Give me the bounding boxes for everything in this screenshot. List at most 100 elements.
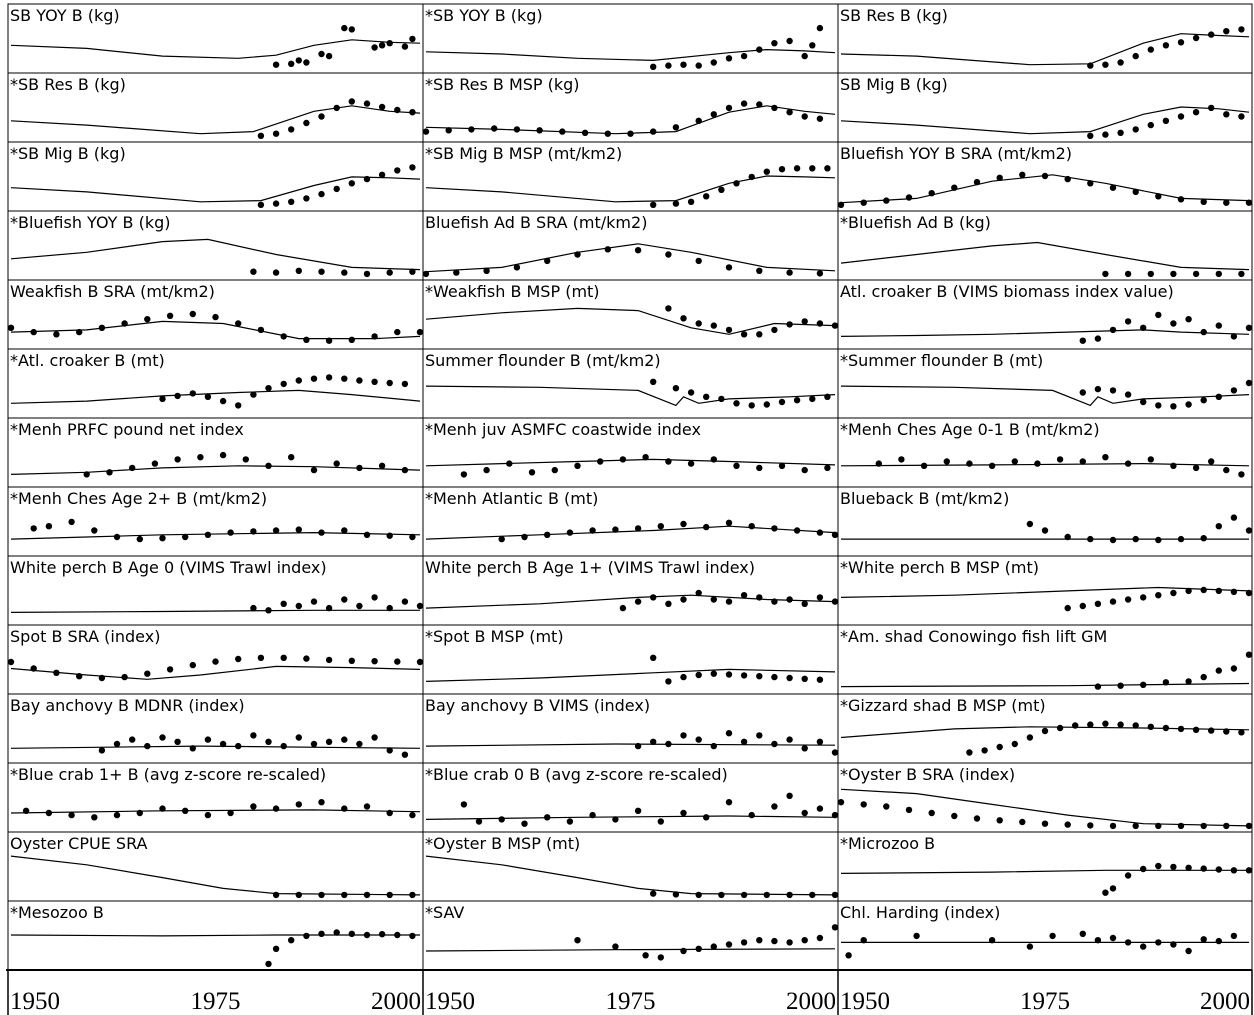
observed-point [1124,318,1132,325]
observed-point [756,937,763,944]
panel: *SB Res B (kg) [7,72,424,143]
observed-point [710,111,717,118]
panel: Bluefish Ad B SRA (mt/km2) [422,210,839,281]
observed-point [409,164,416,171]
observed-point [786,37,793,45]
observed-point [710,670,717,677]
observed-point [778,398,786,406]
observed-point [318,113,325,120]
observed-point [1230,932,1238,940]
observed-point [22,807,30,814]
observed-point [650,201,657,208]
panel: Blueback B (mt/km2) [837,486,1253,557]
observed-point [212,313,219,321]
observed-point [333,104,340,112]
observed-point [1147,270,1155,278]
observed-point [1200,328,1207,336]
observed-point [333,929,340,936]
panel-title: Bluefish YOY B SRA (mt/km2) [840,144,1072,163]
observed-point [1230,588,1238,595]
observed-point [1026,520,1034,528]
observed-point [98,674,106,682]
observed-point [680,732,687,739]
panel-title: *SB YOY B (kg) [425,6,543,25]
panel: *SB YOY B (kg) [422,3,839,74]
observed-point [460,471,468,478]
observed-point [1109,184,1117,191]
panel: *Menh Ches Age 0-1 B (mt/km2) [837,417,1253,488]
observed-point [536,127,543,134]
observed-point [1019,818,1026,826]
observed-point [1132,535,1139,543]
observed-point [680,596,687,603]
panel-title: *Menh juv ASMFC coastwide index [425,420,701,439]
observed-point [725,264,733,271]
observed-point [197,454,204,461]
observed-point [634,247,642,254]
observed-point [831,891,839,899]
observed-point [1200,822,1207,830]
observed-point [1245,324,1253,331]
observed-point [928,190,935,197]
observed-point [748,402,755,409]
panel: Atl. croaker B (VIMS biomass index value… [837,279,1253,350]
observed-point [341,269,348,276]
observed-point [363,931,371,939]
observed-point [83,471,90,478]
observed-point [793,397,801,404]
observed-point [189,390,196,397]
observed-point [672,124,680,131]
observed-point [748,523,755,530]
observed-point [1223,728,1230,735]
observed-point [786,939,793,946]
panel-title: *Blue crab 1+ B (avg z-score re-scaled) [10,765,326,784]
panel: *Menh juv ASMFC coastwide index [422,417,839,488]
observed-point [771,326,778,334]
panel: SB YOY B (kg) [7,3,424,74]
observed-point [1109,598,1117,605]
observed-point [1223,466,1230,474]
panel-title: Oyster CPUE SRA [10,834,148,853]
observed-point [988,462,996,469]
observed-point [310,466,318,474]
observed-point [409,932,416,940]
observed-point [831,322,839,329]
observed-point [1238,26,1245,33]
observed-point [1140,398,1147,406]
panel-title: *SB Mig B (kg) [10,144,126,163]
observed-point [1124,596,1132,603]
observed-point [1215,393,1223,400]
model-line [425,105,836,135]
observed-point [204,393,212,400]
panel: *SB Mig B MSP (mt/km2) [422,141,839,212]
model-line [10,176,421,203]
observed-point [386,379,393,387]
observed-point [695,945,702,952]
observed-point [378,462,386,469]
observed-point [710,456,717,463]
observed-point [650,890,657,897]
observed-point [371,734,378,741]
observed-point [801,745,808,752]
observed-point [913,932,920,940]
observed-point [1041,727,1049,735]
model-line [425,594,836,609]
observed-point [733,180,740,187]
observed-point [91,527,98,534]
model-line [425,385,836,407]
observed-point [1177,39,1185,46]
observed-point [318,190,325,198]
observed-point [642,952,649,959]
observed-point [771,525,778,532]
observed-point [1185,678,1192,685]
observed-point [695,117,702,125]
observed-point [920,462,928,469]
x-tick-label: 1975 [1020,988,1070,1015]
observed-point [650,594,657,601]
observed-point [748,173,755,181]
observed-point [1208,104,1215,112]
observed-point [1192,34,1200,42]
observed-point [250,732,257,739]
observed-point [280,742,287,750]
observed-point [809,165,816,172]
